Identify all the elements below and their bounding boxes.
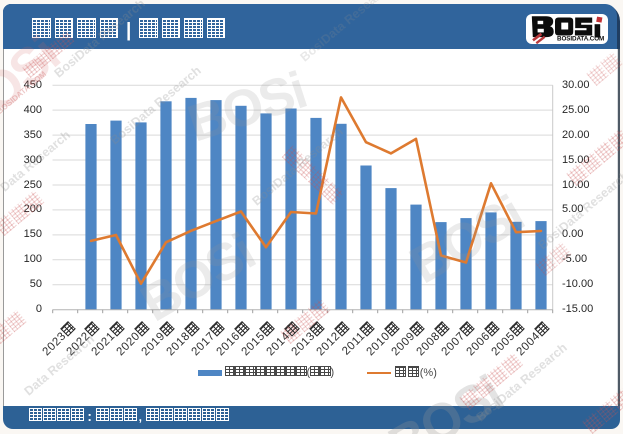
svg-text:BOSIDATA.COM: BOSIDATA.COM	[557, 36, 604, 43]
